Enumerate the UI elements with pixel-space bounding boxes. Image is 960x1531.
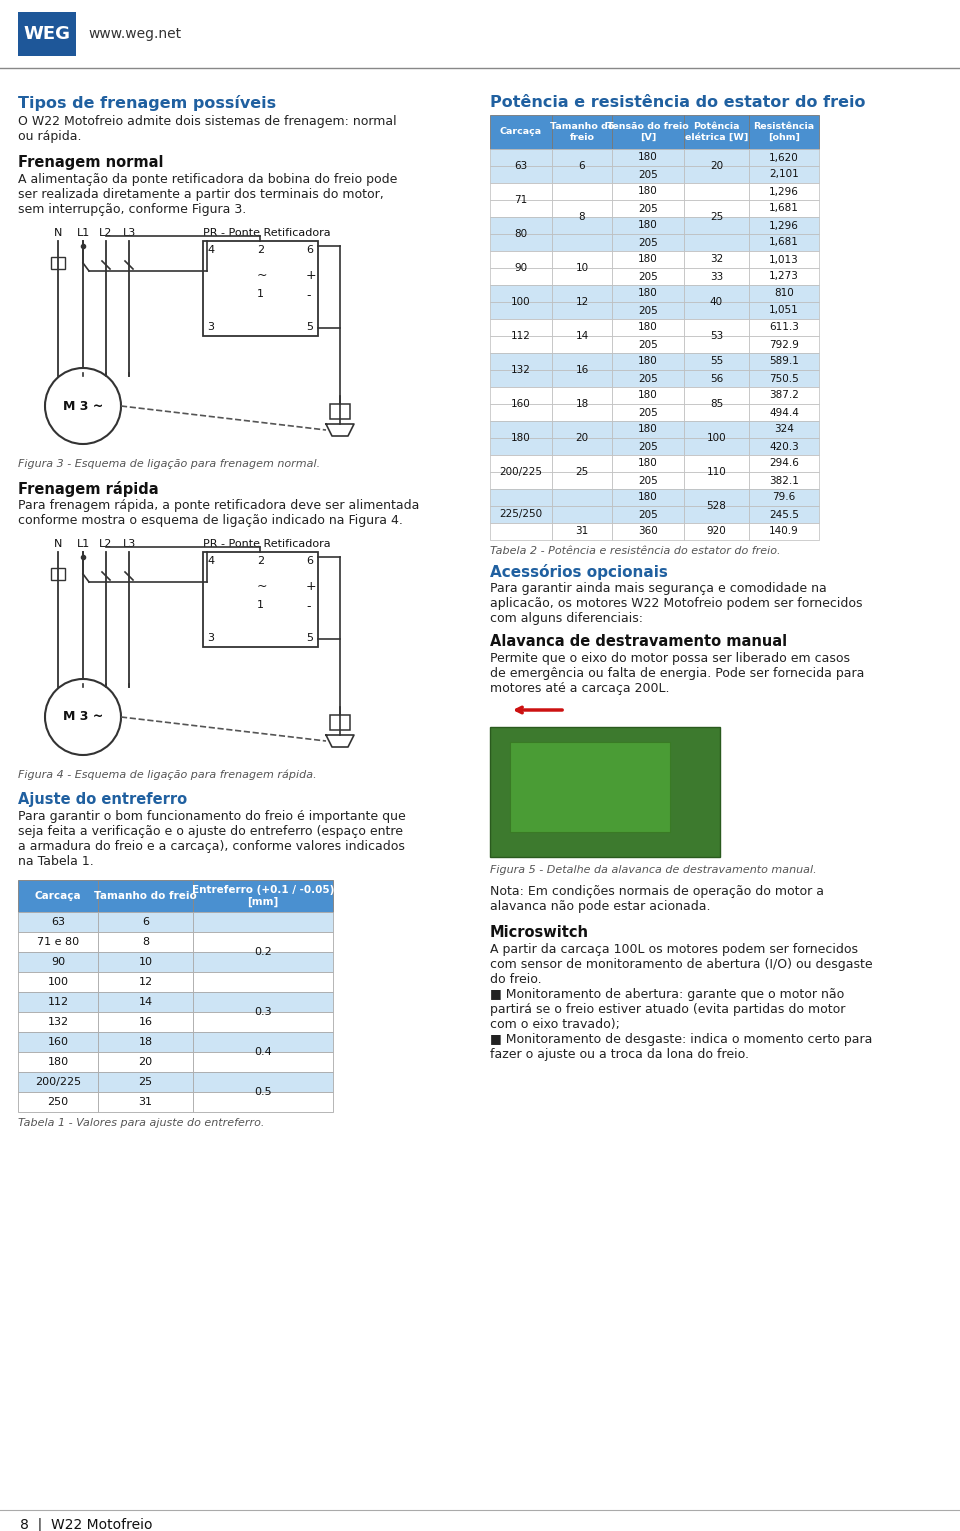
Bar xyxy=(552,421,612,438)
Text: 53: 53 xyxy=(709,331,723,341)
Bar xyxy=(684,165,749,184)
Bar xyxy=(684,472,749,488)
Text: 71: 71 xyxy=(515,194,528,205)
Text: 250: 250 xyxy=(47,1098,68,1107)
Bar xyxy=(552,404,612,421)
Text: PR - Ponte Retificadora: PR - Ponte Retificadora xyxy=(203,539,330,550)
Bar xyxy=(612,524,684,540)
Text: 5: 5 xyxy=(306,632,313,643)
Text: Carcaça: Carcaça xyxy=(35,891,82,902)
Bar xyxy=(490,371,552,387)
Bar xyxy=(684,371,749,387)
Text: 205: 205 xyxy=(638,510,658,519)
Bar xyxy=(749,354,819,371)
Text: Para garantir ainda mais segurança e comodidade na
aplicacão, os motores W22 Mot: Para garantir ainda mais segurança e com… xyxy=(490,582,862,625)
Bar xyxy=(490,421,552,438)
Text: 1,681: 1,681 xyxy=(769,204,799,213)
Text: 160: 160 xyxy=(47,1036,68,1047)
Bar xyxy=(193,972,333,992)
Text: A alimentação da ponte retificadora da bobina do freio pode
ser realizada direta: A alimentação da ponte retificadora da b… xyxy=(18,173,397,216)
Text: 31: 31 xyxy=(575,527,588,536)
Bar xyxy=(612,421,684,438)
Bar xyxy=(490,507,552,524)
Text: Microswitch: Microswitch xyxy=(490,925,589,940)
Text: Entreferro (+0.1 / -0.05)
[mm]: Entreferro (+0.1 / -0.05) [mm] xyxy=(192,885,334,906)
Bar xyxy=(749,335,819,354)
Bar xyxy=(18,1072,98,1092)
Text: N: N xyxy=(54,539,62,550)
Text: Acessórios opcionais: Acessórios opcionais xyxy=(490,563,668,580)
Text: 5: 5 xyxy=(306,322,313,332)
Bar xyxy=(98,1092,193,1112)
Text: 6: 6 xyxy=(142,917,149,926)
Bar xyxy=(552,354,612,371)
Bar xyxy=(684,268,749,285)
Text: 6: 6 xyxy=(306,245,313,256)
Bar xyxy=(193,1092,333,1112)
Bar xyxy=(552,115,612,149)
Text: 132: 132 xyxy=(511,364,531,375)
Text: 920: 920 xyxy=(707,527,727,536)
Text: 100: 100 xyxy=(47,977,68,987)
Bar xyxy=(18,880,98,912)
Bar xyxy=(749,421,819,438)
Bar xyxy=(552,524,612,540)
Bar xyxy=(98,992,193,1012)
Bar xyxy=(684,335,749,354)
Text: Tabela 2 - Potência e resistência do estator do freio.: Tabela 2 - Potência e resistência do est… xyxy=(490,547,780,556)
Bar xyxy=(684,201,749,217)
Text: 0.3: 0.3 xyxy=(254,1007,272,1017)
Bar xyxy=(490,302,552,318)
Text: 2,101: 2,101 xyxy=(769,170,799,179)
Bar xyxy=(552,251,612,268)
Text: 4: 4 xyxy=(207,245,214,256)
Bar xyxy=(203,553,318,648)
Bar xyxy=(490,115,552,149)
Text: 1,681: 1,681 xyxy=(769,237,799,248)
Bar xyxy=(490,201,552,217)
Bar xyxy=(612,455,684,472)
Text: 1: 1 xyxy=(257,289,264,299)
Bar xyxy=(18,1012,98,1032)
Text: -: - xyxy=(306,289,310,302)
Bar xyxy=(98,1072,193,1092)
Bar xyxy=(552,507,612,524)
Bar xyxy=(612,488,684,507)
Bar xyxy=(552,165,612,184)
Bar xyxy=(51,257,65,269)
Text: 180: 180 xyxy=(511,433,531,442)
Bar xyxy=(749,438,819,455)
Text: -: - xyxy=(306,600,310,612)
Text: L3: L3 xyxy=(122,228,135,237)
Bar xyxy=(612,354,684,371)
Bar xyxy=(490,285,552,302)
Text: 180: 180 xyxy=(638,357,658,366)
Bar xyxy=(684,184,749,201)
Bar xyxy=(612,387,684,404)
Text: 63: 63 xyxy=(51,917,65,926)
Bar xyxy=(18,992,98,1012)
Bar xyxy=(490,335,552,354)
Text: 32: 32 xyxy=(709,254,723,265)
Text: 200/225: 200/225 xyxy=(35,1076,81,1087)
Bar xyxy=(98,972,193,992)
Bar xyxy=(612,371,684,387)
Bar xyxy=(612,438,684,455)
Text: 180: 180 xyxy=(638,424,658,435)
Bar xyxy=(18,1052,98,1072)
Text: 160: 160 xyxy=(511,400,531,409)
Bar xyxy=(612,115,684,149)
Bar xyxy=(749,318,819,335)
Text: 140.9: 140.9 xyxy=(769,527,799,536)
Bar xyxy=(552,371,612,387)
Text: 1,620: 1,620 xyxy=(769,153,799,162)
Bar xyxy=(552,184,612,201)
Text: PR - Ponte Retificadora: PR - Ponte Retificadora xyxy=(203,228,330,237)
Text: 31: 31 xyxy=(138,1098,153,1107)
Text: 90: 90 xyxy=(51,957,65,968)
Text: 110: 110 xyxy=(707,467,727,478)
Text: 8: 8 xyxy=(142,937,149,948)
Bar xyxy=(749,472,819,488)
Text: 180: 180 xyxy=(638,288,658,299)
Bar xyxy=(552,149,612,165)
